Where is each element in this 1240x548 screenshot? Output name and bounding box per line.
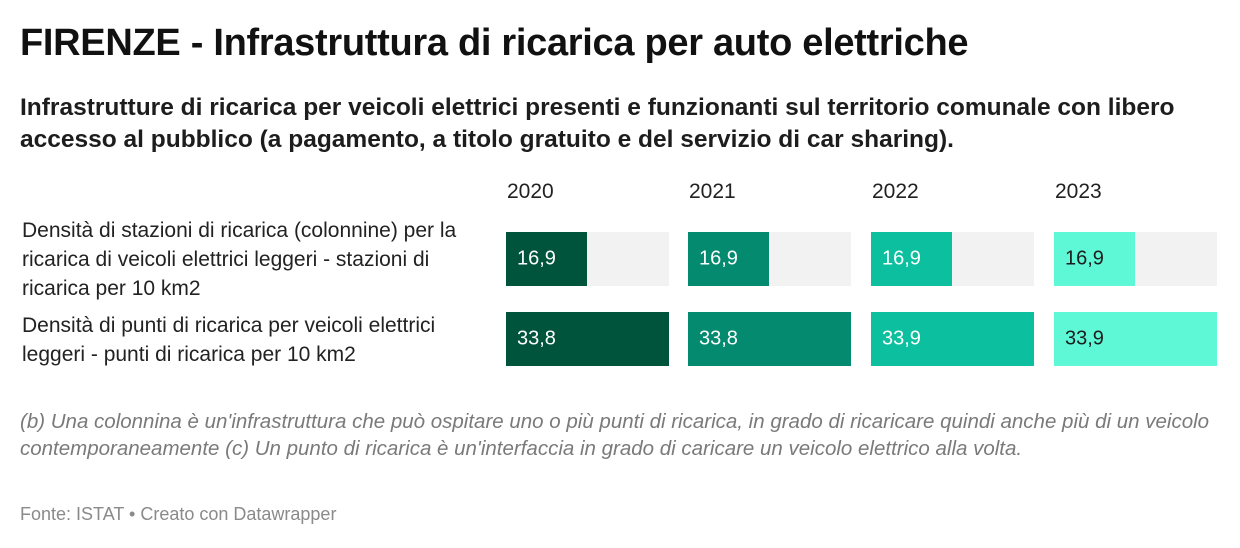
value-label-row1-2023: 16,9 [1065,247,1104,270]
column-header-2020: 2020 [507,180,554,203]
cell-row1-2022: 16,9 [871,232,1034,286]
cell-row2-2021: 33,8 [688,312,851,366]
column-header-2021: 2021 [689,180,736,203]
row-label-punti: Densità di punti di ricarica per veicoli… [22,314,436,366]
cell-row2-2023: 33,9 [1054,312,1217,366]
cell-row1-2023: 16,9 [1054,232,1217,286]
value-label-row2-2022: 33,9 [882,327,921,350]
bar-row1-2020 [506,232,588,286]
bar-row2-2020 [506,312,669,366]
column-header-2023: 2023 [1055,180,1102,203]
value-label-row2-2023: 33,9 [1065,327,1104,350]
row-label-stazioni: Densità di stazioni di ricarica (colonni… [22,219,457,300]
bar-row2-2023 [1054,312,1217,366]
cell-row1-2020: 16,9 [506,232,669,286]
bar-row2-2021 [688,312,851,366]
source-credit: Fonte: ISTAT • Creato con Datawrapper [20,504,337,524]
bar-row1-2021 [688,232,770,286]
bar-row2-2022 [871,312,1034,366]
column-header-2022: 2022 [872,180,919,203]
value-label-row1-2020: 16,9 [517,247,556,270]
value-label-row1-2021: 16,9 [699,247,738,270]
cell-row2-2020: 33,8 [506,312,669,366]
chart-title: FIRENZE - Infrastruttura di ricarica per… [20,22,969,64]
value-label-row2-2021: 33,8 [699,327,738,350]
chart-subtitle: Infrastrutture di ricarica per veicoli e… [20,94,1175,153]
cell-row2-2022: 33,9 [871,312,1034,366]
cell-row1-2021: 16,9 [688,232,851,286]
footnotes: (b) Una colonnina è un'infrastruttura ch… [20,410,1210,460]
bar-row1-2022 [871,232,953,286]
value-label-row1-2022: 16,9 [882,247,921,270]
bar-row1-2023 [1054,232,1136,286]
value-label-row2-2020: 33,8 [517,327,556,350]
